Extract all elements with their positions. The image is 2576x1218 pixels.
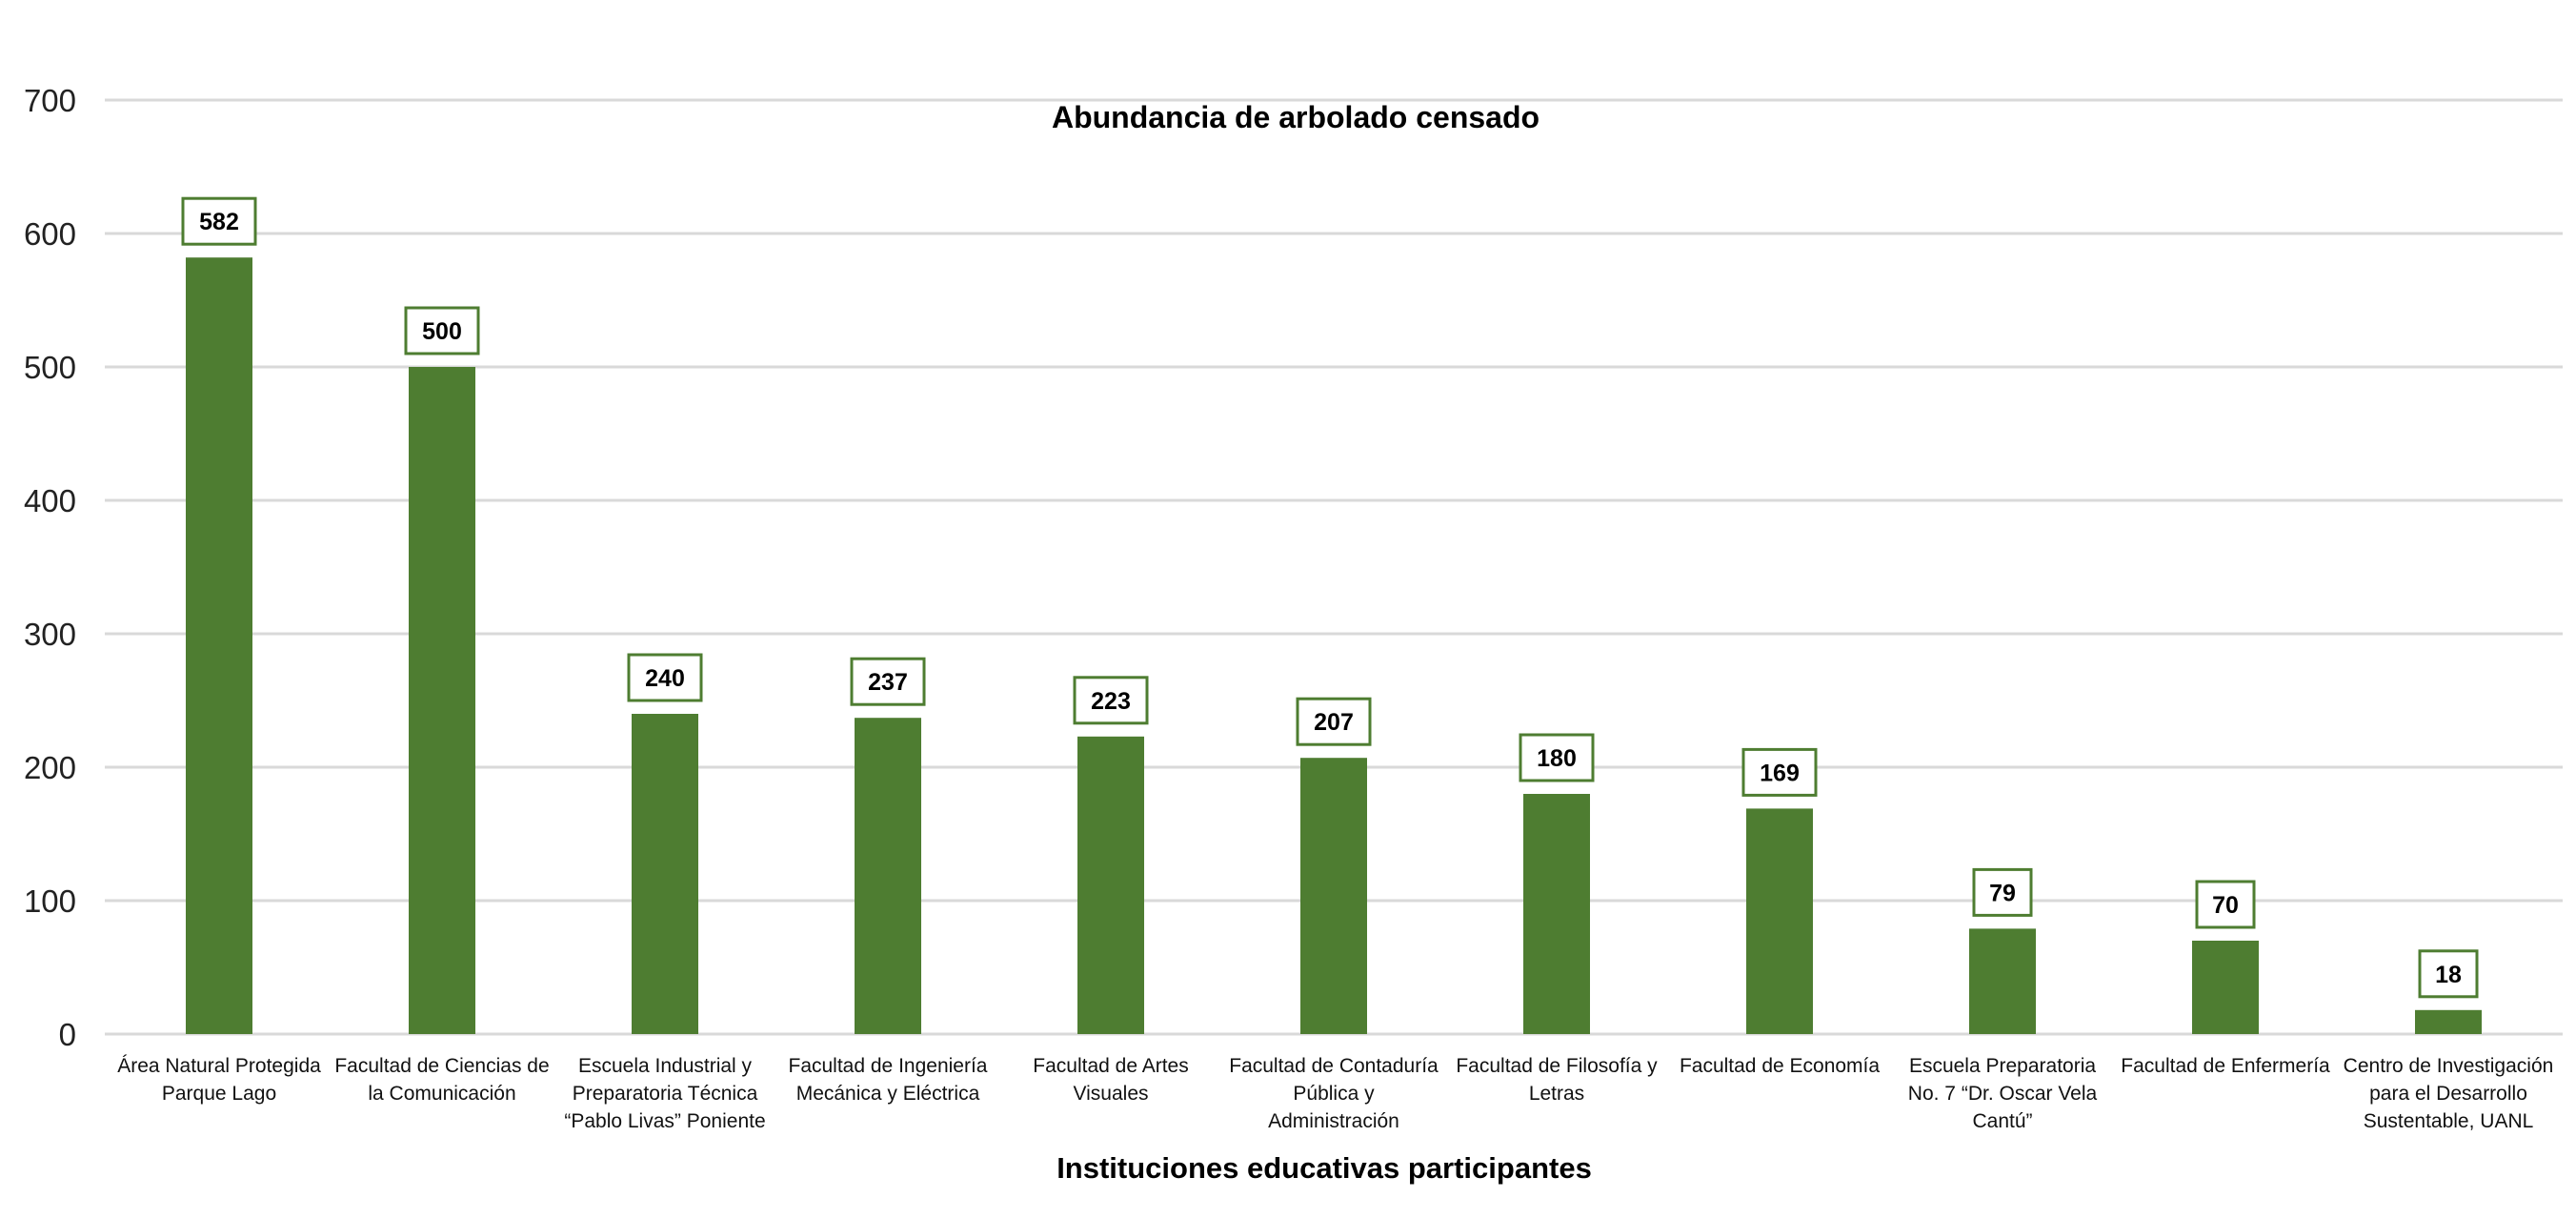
bar: [1969, 928, 2036, 1034]
x-tick-label: Sustentable, UANL: [2364, 1110, 2534, 1132]
x-tick-label: Letras: [1529, 1083, 1584, 1105]
x-tick-label: No. 7 “Dr. Oscar Vela: [1908, 1083, 2098, 1105]
data-label-box: [1741, 747, 1818, 797]
x-tick-label: Facultad de Economía: [1680, 1055, 1880, 1077]
x-tick-label: Facultad de Contaduría: [1229, 1055, 1439, 1077]
data-label: 70: [2212, 892, 2239, 919]
data-label-box: [181, 196, 257, 246]
bars: [186, 257, 2482, 1034]
x-tick-label: la Comunicación: [368, 1083, 515, 1105]
x-tick-label: Pública y: [1293, 1083, 1375, 1105]
x-tick-label: Facultad de Artes: [1033, 1055, 1188, 1077]
y-axis-ticks: 0 100 200 300 400 500 600 700: [24, 83, 76, 1052]
x-tick-label: Escuela Industrial y: [578, 1055, 753, 1077]
bar: [855, 718, 921, 1034]
data-label-box: [1519, 733, 1595, 782]
x-tick-label: Visuales: [1074, 1083, 1149, 1105]
x-tick-label: Preparatoria Técnica: [573, 1083, 758, 1105]
bar: [1077, 736, 1144, 1034]
x-tick-label: Facultad de Ingeniería: [789, 1055, 988, 1077]
x-tick-label: “Pablo Livas” Poniente: [564, 1110, 765, 1132]
data-label-box: [1296, 697, 1372, 746]
data-label: 223: [1091, 688, 1131, 715]
data-label-box: [627, 653, 703, 702]
x-tick-label: Escuela Preparatoria: [1909, 1055, 2096, 1077]
y-tick-label: 600: [24, 216, 76, 252]
data-label-box: [1972, 867, 2033, 917]
y-tick-label: 300: [24, 617, 76, 652]
y-tick-label: 400: [24, 483, 76, 518]
data-label-box: [1073, 676, 1149, 725]
y-tick-label: 200: [24, 750, 76, 785]
data-label: 207: [1314, 709, 1354, 736]
x-tick-label: Mecánica y Eléctrica: [796, 1083, 980, 1105]
x-tick-label: para el Desarrollo: [2369, 1083, 2527, 1105]
data-label: 18: [2435, 962, 2462, 988]
x-tick-label: Facultad de Enfermería: [2121, 1055, 2330, 1077]
data-label: 237: [868, 669, 908, 696]
data-label: 180: [1537, 745, 1577, 772]
data-label-box: [850, 657, 926, 706]
bar: [2192, 941, 2259, 1034]
y-tick-label: 700: [24, 83, 76, 118]
data-label-box: [2418, 949, 2479, 999]
data-label: 169: [1760, 760, 1800, 786]
data-labels: 582 500 240 237 223 207 180 169 79 70 18: [181, 196, 2479, 999]
data-label: 500: [422, 318, 462, 345]
x-tick-label: Administración: [1268, 1110, 1399, 1132]
data-label: 79: [1989, 880, 2016, 906]
bar: [2415, 1009, 2482, 1034]
bar: [632, 714, 698, 1034]
bar: [409, 367, 475, 1034]
bar: [1300, 758, 1367, 1034]
y-tick-label: 0: [59, 1017, 76, 1052]
x-axis-title: Instituciones educativas participantes: [1057, 1151, 1592, 1185]
x-tick-label: Área Natural Protegida: [117, 1055, 321, 1077]
bar: [1746, 808, 1813, 1034]
y-tick-label: 500: [24, 350, 76, 385]
x-tick-label: Cantú”: [1972, 1110, 2032, 1132]
x-tick-label: Facultad de Filosofía y: [1456, 1055, 1658, 1077]
x-tick-label: Parque Lago: [162, 1083, 276, 1105]
data-label: 240: [645, 665, 685, 692]
x-tick-label: Facultad de Ciencias de: [334, 1055, 549, 1077]
bar: [186, 257, 252, 1034]
data-label-box: [404, 306, 480, 355]
x-tick-label: Centro de Investigación: [2344, 1055, 2554, 1077]
data-label: 582: [199, 209, 239, 235]
x-axis-ticks: Área Natural Protegida Parque Lago Faculta…: [117, 1055, 2553, 1132]
data-label-box: [2195, 880, 2256, 929]
y-tick-label: 100: [24, 883, 76, 919]
bar: [1523, 794, 1590, 1034]
chart-title: Abundancia de arbolado censado: [1052, 100, 1540, 134]
